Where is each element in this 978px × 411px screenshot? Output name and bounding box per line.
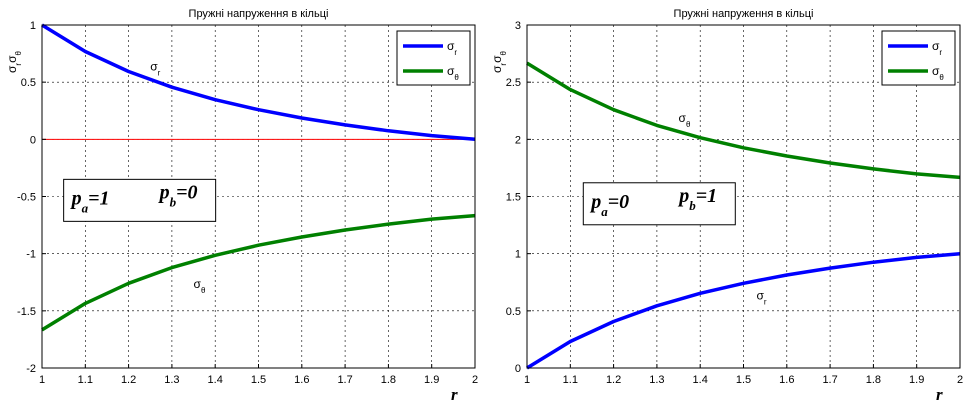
y-axis-label: σrσθ (490, 51, 508, 73)
x-tick-label: 1.2 (121, 374, 136, 386)
y-tick-label: 0.5 (21, 77, 36, 89)
y-tick-label: 1 (515, 249, 521, 261)
y-tick-label: 1.5 (506, 192, 521, 204)
x-tick-label: 1.6 (779, 374, 794, 386)
x-tick-label: 2 (957, 374, 963, 386)
x-tick-label: 1.4 (693, 374, 708, 386)
series-line-sigma-theta (41, 213, 476, 332)
y-axis-label-group: σrσθ (490, 51, 508, 73)
y-tick-label: -1 (26, 249, 36, 261)
parameter-box-frame (582, 182, 736, 226)
legend-box (881, 30, 956, 86)
parameter-box: pa=0 pb=1 (582, 182, 736, 226)
parameter-pb: pb=1 (677, 185, 717, 213)
x-tick-label: 1.8 (381, 374, 396, 386)
series-line-sigma-r (526, 251, 961, 370)
y-tick-label: 0 (30, 134, 36, 146)
chart-2: 1 1.1 1.2 1.3 1.4 1.5 1.6 1.7 1.8 1.9 2 0 0.5 1 1.5 2 2.… (490, 8, 963, 404)
x-tick-label: 1.6 (294, 374, 309, 386)
legend-label-sigma-theta: σθ (932, 64, 944, 82)
x-tick-label: 1.4 (208, 374, 223, 386)
parameter-pb: pb=0 (158, 181, 198, 209)
curve-annotation-1: σr (150, 60, 160, 78)
y-tick-label: 0 (515, 363, 521, 375)
chart-title: Пружні напруження в кільці (189, 8, 329, 20)
parameter-box: pa=1 pb=0 (63, 178, 217, 222)
curve-annotation-1: σθ (679, 111, 691, 129)
x-tick-label: 1.9 (909, 374, 924, 386)
x-axis-label: r (451, 385, 458, 404)
y-tick-label: 2.5 (506, 77, 521, 89)
legend: σr σθ (881, 30, 956, 86)
x-tick-label: 2 (472, 374, 478, 386)
x-tick-label: 1.9 (424, 374, 439, 386)
parameter-pa: pa=0 (589, 191, 629, 219)
y-tick-label: 1 (30, 20, 36, 32)
y-tick-label: 0.5 (506, 306, 521, 318)
x-tick-label: 1.2 (606, 374, 621, 386)
y-tick-label: 2 (515, 134, 521, 146)
x-tick-label: 1.3 (164, 374, 179, 386)
parameter-pa: pa=1 (70, 187, 110, 215)
parameter-box-frame (63, 178, 217, 222)
legend: σr σθ (396, 30, 471, 86)
legend-label-sigma-theta: σθ (447, 64, 459, 82)
legend-box (396, 30, 471, 86)
series-line-sigma-r (41, 23, 476, 142)
x-tick-label: 1.5 (736, 374, 751, 386)
x-tick-label: 1.8 (866, 374, 881, 386)
y-tick-label: 3 (515, 20, 521, 32)
chart-1: 1 1.1 1.2 1.3 1.4 1.5 1.6 1.7 1.8 1.9 2 -2 -1.5 -1 -0.… (5, 8, 478, 404)
series-line-sigma-theta (526, 61, 961, 180)
curve-annotation-2: σθ (194, 277, 206, 295)
x-tick-label: 1.5 (251, 374, 266, 386)
y-tick-label: -1.5 (17, 306, 36, 318)
x-axis-label: r (936, 385, 943, 404)
legend-label-sigma-r: σr (932, 39, 942, 57)
x-tick-label: 1 (524, 374, 530, 386)
y-axis-label: σrσθ (5, 51, 23, 73)
x-tick-label: 1.1 (563, 374, 578, 386)
x-tick-label: 1.7 (822, 374, 837, 386)
y-tick-label: -0.5 (17, 192, 36, 204)
x-tick-label: 1.7 (337, 374, 352, 386)
x-tick-label: 1.3 (649, 374, 664, 386)
legend-label-sigma-r: σr (447, 39, 457, 57)
curve-annotation-2: σr (756, 288, 766, 306)
x-tick-label: 1.1 (78, 374, 93, 386)
chart-title: Пружні напруження в кільці (674, 8, 814, 20)
x-tick-label: 1 (39, 374, 45, 386)
y-axis-label-group: σrσθ (5, 51, 23, 73)
y-tick-label: -2 (26, 363, 36, 375)
